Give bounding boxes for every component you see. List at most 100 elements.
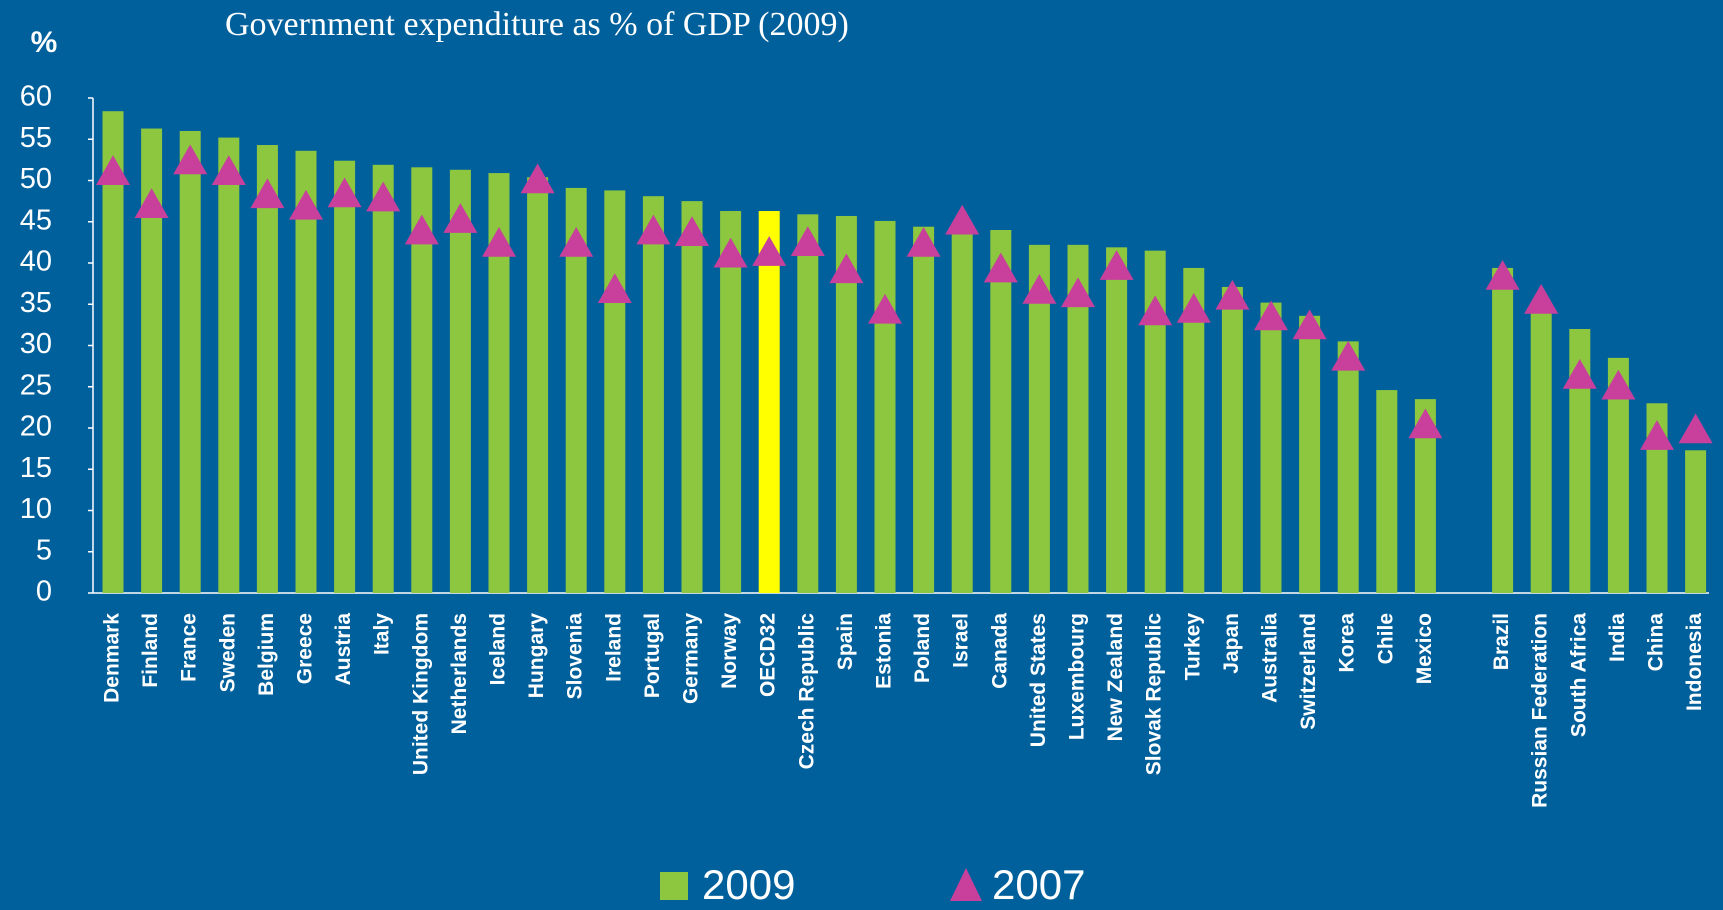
triangle-marker bbox=[134, 188, 169, 218]
x-tick-label: Korea bbox=[1336, 613, 1359, 673]
triangle-marker bbox=[1678, 413, 1713, 444]
bar bbox=[1144, 250, 1166, 593]
triangle-marker bbox=[96, 155, 130, 185]
chart-title: Government expenditure as % of GDP (2009… bbox=[225, 6, 849, 43]
x-tick-label: Indonesia bbox=[1683, 613, 1706, 711]
triangle-marker bbox=[1640, 420, 1674, 450]
bar bbox=[758, 211, 780, 593]
x-tick-label: Switzerland bbox=[1297, 613, 1320, 730]
bar bbox=[1607, 357, 1629, 593]
triangle-marker bbox=[1292, 309, 1327, 340]
y-tick-label: 10 bbox=[20, 493, 52, 525]
x-tick-label: Sweden bbox=[216, 613, 239, 692]
bar bbox=[488, 173, 510, 593]
triangle-marker bbox=[289, 189, 323, 220]
triangle-marker bbox=[906, 227, 941, 257]
x-tick-label: Belgium bbox=[255, 613, 278, 696]
x-tick-label: Greece bbox=[294, 613, 317, 684]
bar bbox=[1221, 286, 1243, 593]
x-tick-label: Canada bbox=[988, 613, 1011, 689]
triangle-marker bbox=[790, 226, 825, 256]
bar bbox=[874, 220, 896, 594]
x-tick-label: Japan bbox=[1220, 613, 1243, 674]
legend-swatch bbox=[660, 872, 688, 900]
triangle-marker bbox=[173, 144, 208, 175]
bar bbox=[1414, 399, 1436, 593]
x-tick-label: Chile bbox=[1374, 613, 1397, 664]
x-tick-label: Germany bbox=[680, 613, 703, 704]
x-tick-label: Luxembourg bbox=[1066, 613, 1089, 740]
bar bbox=[1183, 267, 1205, 593]
x-tick-label: Finland bbox=[139, 613, 162, 688]
triangle-marker bbox=[1254, 300, 1288, 331]
triangle-marker bbox=[1331, 340, 1366, 371]
x-tick-label: Brazil bbox=[1490, 613, 1513, 670]
bar bbox=[1530, 313, 1552, 593]
y-tick-label: 60 bbox=[20, 81, 52, 113]
bar bbox=[334, 160, 356, 593]
x-tick-label: Poland bbox=[911, 613, 934, 683]
y-tick-label: 40 bbox=[20, 246, 52, 278]
triangle-marker bbox=[1601, 369, 1636, 400]
triangle-marker bbox=[868, 293, 902, 324]
x-tick-label: South Africa bbox=[1567, 613, 1590, 737]
triangle-marker bbox=[482, 227, 516, 257]
triangle-marker bbox=[636, 214, 671, 245]
y-tick-label: 25 bbox=[20, 369, 52, 401]
bar bbox=[1337, 341, 1359, 593]
bar bbox=[565, 187, 587, 594]
bar bbox=[1685, 450, 1707, 593]
x-tick-label: Portugal bbox=[641, 613, 664, 698]
bar bbox=[372, 164, 394, 593]
y-axis-label: % bbox=[31, 26, 58, 59]
bar bbox=[295, 150, 317, 594]
bar bbox=[1569, 329, 1591, 593]
bar bbox=[1028, 244, 1050, 593]
x-tick-label: Estonia bbox=[873, 613, 896, 689]
bar bbox=[449, 169, 471, 593]
triangle-marker bbox=[983, 252, 1018, 283]
x-tick-label: France bbox=[178, 613, 201, 682]
triangle-marker bbox=[1562, 359, 1597, 389]
bar bbox=[681, 201, 703, 593]
x-tick-label: Spain bbox=[834, 613, 857, 670]
bar bbox=[1106, 247, 1128, 593]
bar bbox=[218, 137, 240, 593]
bar bbox=[835, 215, 857, 593]
triangle-marker bbox=[1215, 279, 1250, 310]
triangle-marker bbox=[1138, 295, 1173, 326]
triangle-marker bbox=[559, 227, 594, 257]
x-tick-label: Hungary bbox=[525, 613, 548, 699]
triangle-marker bbox=[1022, 274, 1057, 304]
triangle-marker bbox=[443, 203, 478, 233]
x-tick-label: Israel bbox=[950, 613, 973, 668]
x-tick-label: Norway bbox=[718, 613, 741, 689]
triangle-marker bbox=[945, 204, 980, 235]
bar bbox=[1376, 390, 1398, 593]
triangle-marker bbox=[1524, 283, 1559, 314]
x-tick-label: OECD32 bbox=[757, 613, 780, 697]
y-tick-label: 35 bbox=[20, 287, 52, 319]
y-tick-label: 55 bbox=[20, 122, 52, 154]
x-tick-label: Iceland bbox=[487, 613, 510, 685]
y-tick-label: 20 bbox=[20, 411, 52, 443]
bar bbox=[141, 128, 163, 593]
y-tick-label: 5 bbox=[36, 534, 52, 566]
y-tick-label: 15 bbox=[20, 452, 52, 484]
x-tick-label: Italy bbox=[371, 613, 394, 655]
bar bbox=[527, 177, 549, 593]
triangle-marker bbox=[752, 236, 787, 266]
y-tick-label: 45 bbox=[20, 204, 52, 236]
x-tick-label: New Zealand bbox=[1104, 613, 1127, 741]
bar bbox=[720, 211, 742, 593]
bar bbox=[604, 190, 626, 593]
triangle-marker bbox=[1099, 250, 1134, 280]
x-tick-label: Denmark bbox=[101, 613, 124, 703]
x-tick-label: Ireland bbox=[602, 613, 625, 682]
y-tick-label: 50 bbox=[20, 163, 52, 195]
bar bbox=[990, 230, 1012, 593]
bar bbox=[1260, 302, 1282, 593]
triangle-marker bbox=[1176, 293, 1211, 323]
bar bbox=[1646, 403, 1668, 593]
